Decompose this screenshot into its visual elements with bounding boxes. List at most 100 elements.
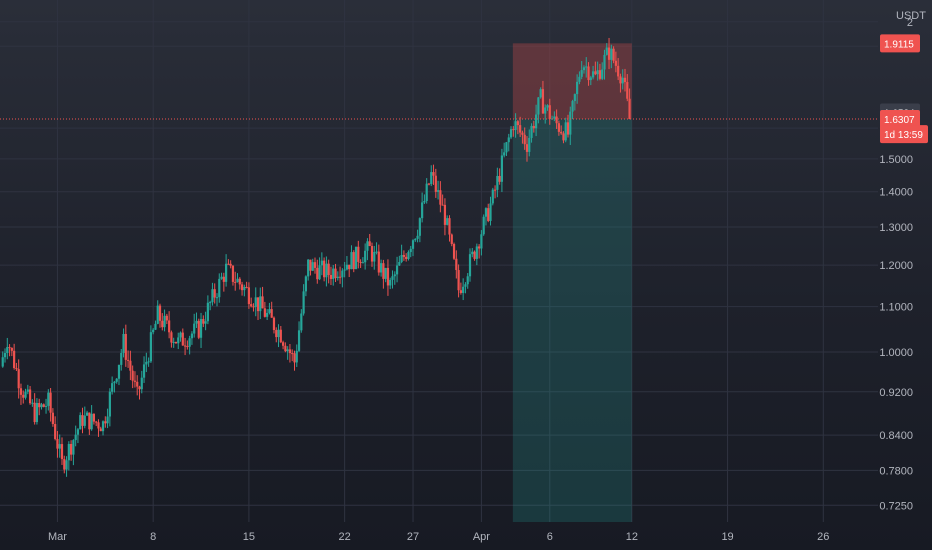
candle-body xyxy=(400,254,403,262)
candle-body xyxy=(464,284,467,287)
position-zones[interactable] xyxy=(512,43,632,522)
candle-body xyxy=(209,302,212,304)
time-tick-label: Mar xyxy=(48,531,67,543)
candle-body xyxy=(111,383,114,392)
candle-body xyxy=(168,320,171,333)
candle-body xyxy=(471,251,474,255)
candle-body xyxy=(211,289,214,303)
candle-body xyxy=(51,412,54,425)
candle-body xyxy=(416,235,419,239)
candle-body xyxy=(421,202,424,219)
price-axis[interactable]: 21.90001.60001.50001.40001.30001.20001.1… xyxy=(879,10,926,512)
candle-body xyxy=(44,405,48,407)
candle-body xyxy=(343,269,346,271)
candle-body xyxy=(190,333,194,339)
candle-body xyxy=(512,129,515,131)
candle-body xyxy=(352,252,355,270)
candle-body xyxy=(140,377,143,390)
candle-body xyxy=(40,404,43,408)
candle-body xyxy=(124,333,127,360)
candle-body xyxy=(452,243,456,259)
candle-body xyxy=(318,265,321,280)
candle-body xyxy=(26,389,29,392)
candle-body xyxy=(329,275,333,279)
candle-body xyxy=(158,305,162,321)
candle-body xyxy=(197,320,200,338)
candle-body xyxy=(571,101,574,112)
candle-body xyxy=(441,204,444,206)
candle-body xyxy=(63,459,66,470)
candle-body xyxy=(528,137,531,152)
candle-body xyxy=(534,114,538,129)
candle-body xyxy=(8,347,11,349)
candle-body xyxy=(206,302,209,322)
candle-body xyxy=(256,297,260,312)
candle-body xyxy=(172,341,175,343)
candle-body xyxy=(544,107,547,114)
price-tick-label: 0.7250 xyxy=(879,500,913,512)
candle-body xyxy=(195,320,198,324)
candle-body xyxy=(268,309,271,313)
time-axis[interactable]: Mar 8 15 22 27 Apr 6 12 19 26 xyxy=(48,531,829,543)
candle-body xyxy=(414,238,417,241)
candle-body xyxy=(596,70,599,75)
candle-body xyxy=(56,438,59,449)
candle-body xyxy=(503,152,506,156)
candle-body xyxy=(293,353,296,363)
candle-body xyxy=(370,246,374,262)
candle-body xyxy=(129,360,132,371)
candle-body xyxy=(612,48,615,61)
time-tick-label: 6 xyxy=(547,531,553,543)
price-tick-label: 1.0000 xyxy=(879,347,913,359)
candle-body xyxy=(475,246,478,259)
price-tag-label: 1.9115 xyxy=(884,39,914,50)
candle-body xyxy=(368,241,371,247)
candle-body xyxy=(222,276,225,282)
candle-body xyxy=(334,268,337,279)
candle-body xyxy=(304,276,307,292)
candle-body xyxy=(605,47,608,55)
candle-body xyxy=(316,267,319,280)
candle-body xyxy=(163,315,166,328)
candle-body xyxy=(557,123,560,132)
candle-body xyxy=(74,434,77,441)
candle-body xyxy=(254,297,257,307)
candle-body xyxy=(580,70,583,77)
price-tick-label: 2 xyxy=(907,17,913,29)
price-tick-label: 1.5000 xyxy=(879,154,913,166)
candle-body xyxy=(473,251,476,259)
candle-body xyxy=(284,345,287,352)
candle-body xyxy=(263,308,266,317)
candle-body xyxy=(81,415,84,426)
take-profit-zone xyxy=(512,119,632,522)
candle-body xyxy=(493,189,497,191)
candle-body xyxy=(95,421,98,423)
candle-body xyxy=(309,259,312,271)
candle-body xyxy=(142,364,146,378)
candle-body xyxy=(243,286,246,291)
candle-body xyxy=(425,183,428,201)
candle-body xyxy=(104,421,107,424)
candle-body xyxy=(591,71,595,78)
candle-body xyxy=(548,105,551,120)
candle-body xyxy=(455,258,458,271)
candle-body xyxy=(225,263,228,282)
candle-body xyxy=(149,332,152,362)
candle-body xyxy=(291,353,294,355)
candle-body xyxy=(338,276,342,278)
candle-body xyxy=(587,66,590,81)
candle-body xyxy=(108,391,111,417)
candle-body xyxy=(450,234,453,244)
candle-body xyxy=(332,268,335,279)
candle-body xyxy=(516,121,519,126)
candle-body xyxy=(382,263,385,279)
candle-body xyxy=(359,261,362,263)
candle-body xyxy=(188,338,191,347)
candle-body xyxy=(60,444,64,460)
candle-body xyxy=(354,246,358,270)
candle-body xyxy=(514,121,517,130)
candle-body xyxy=(113,381,116,384)
